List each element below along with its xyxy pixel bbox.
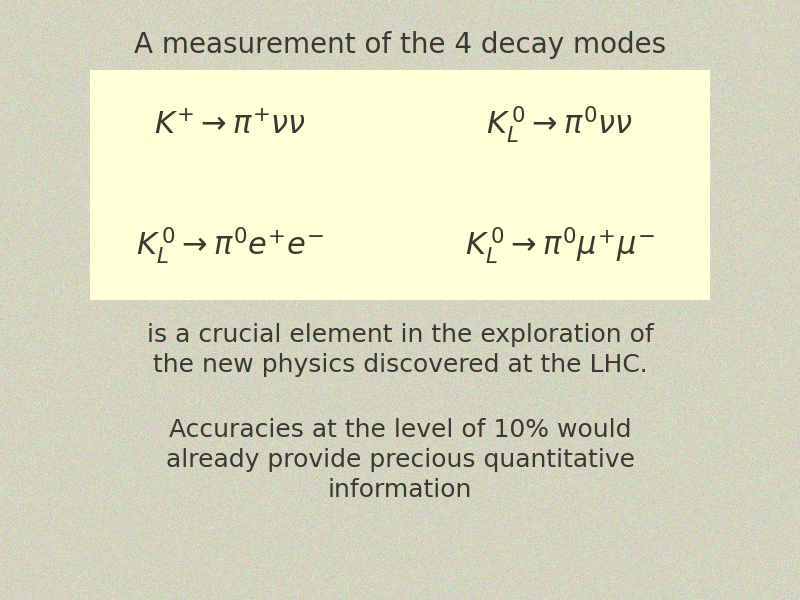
Text: $K^{\,0}_{L} \rightarrow \pi^{0} \mu^{+} \mu^{-}$: $K^{\,0}_{L} \rightarrow \pi^{0} \mu^{+}…: [465, 224, 655, 265]
Text: $K^{\,0}_{L} \rightarrow \pi^{0} \nu \nu$: $K^{\,0}_{L} \rightarrow \pi^{0} \nu \nu…: [486, 104, 634, 145]
Text: already provide precious quantitative: already provide precious quantitative: [166, 448, 634, 472]
Text: $K^{\,0}_{L} \rightarrow \pi^{0} e^{+} e^{-}$: $K^{\,0}_{L} \rightarrow \pi^{0} e^{+} e…: [136, 224, 324, 265]
Text: Accuracies at the level of 10% would: Accuracies at the level of 10% would: [169, 418, 631, 442]
Text: is a crucial element in the exploration of: is a crucial element in the exploration …: [146, 323, 654, 347]
Text: $K^{+} \rightarrow \pi^{+} \nu \nu$: $K^{+} \rightarrow \pi^{+} \nu \nu$: [154, 110, 306, 140]
Text: information: information: [328, 478, 472, 502]
Text: the new physics discovered at the LHC.: the new physics discovered at the LHC.: [153, 353, 647, 377]
FancyBboxPatch shape: [90, 70, 710, 300]
Text: A measurement of the 4 decay modes: A measurement of the 4 decay modes: [134, 31, 666, 59]
